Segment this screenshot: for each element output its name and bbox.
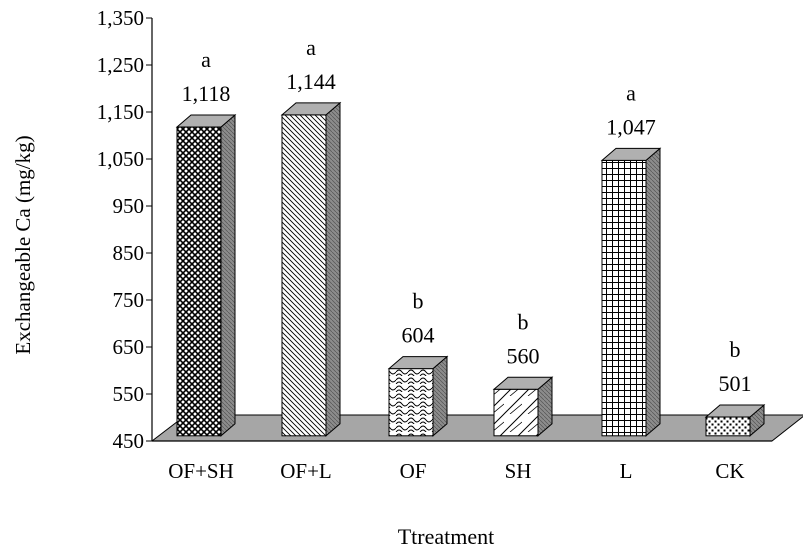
x-tick-label: CK [715,459,744,483]
significance-letter: b [518,309,529,334]
y-axis-title: Exchangeable Ca (mg/kg) [11,135,35,354]
bar-side [432,355,448,437]
significance-letter: a [201,47,211,72]
bar-top [387,356,449,370]
significance-letter: a [626,80,636,105]
bar-front [601,159,647,437]
bar-side [645,147,661,437]
y-tick-label: 1,250 [97,53,144,77]
bar-front [281,114,327,437]
y-tick-label: 1,350 [97,6,144,30]
bar-front [705,416,751,437]
bar-front [176,126,222,437]
bar-OF+L [280,101,342,437]
y-tick-label: 1,150 [97,100,144,124]
bar-CK [704,403,766,437]
chart-floor [150,414,803,442]
y-tick-label: 550 [113,382,145,406]
y-tick-label: 950 [113,194,145,218]
x-tick-label: L [620,459,633,483]
bar-side [325,101,341,437]
data-label: 501 [719,371,752,396]
data-label: 560 [507,343,540,368]
x-tick-label: OF+L [280,459,332,483]
bar-front [493,388,539,437]
significance-letter: b [413,289,424,314]
x-tick-label: OF [400,459,427,483]
y-axis: 450 550 650 750 850 950 1,050 1,150 1,250 1,350 [97,6,772,453]
significance-letter: b [730,337,741,362]
bar-L [600,147,662,437]
y-tick-label: 450 [113,429,145,453]
x-tick-label: SH [505,459,532,483]
data-label: 1,047 [606,114,656,139]
bar-top [280,102,342,116]
y-tick-label: 850 [113,241,145,265]
y-tick-label: 650 [113,335,145,359]
labels: 1,118 a OF+SH 1,144 a OF+L 604 b OF 560 b SH 1,047 a L… [168,35,751,483]
bar-OF [387,355,449,437]
floor-plane [150,414,803,442]
data-label: 604 [402,323,435,348]
bar-side [220,113,236,437]
bar-top [175,114,237,128]
y-tick-label: 750 [113,288,145,312]
bar-top [492,376,554,390]
bars [175,101,766,437]
data-label: 1,144 [286,69,336,94]
bar-top [600,147,662,161]
bar-OF+SH [175,113,237,437]
x-tick-label: OF+SH [168,459,234,483]
x-axis-title: Ttreatment [398,524,495,549]
bar-top [704,404,766,418]
bar-SH [492,376,554,437]
significance-letter: a [306,35,316,60]
bar-front [388,368,434,437]
y-tick-label: 1,050 [97,147,144,171]
data-label: 1,118 [182,81,231,106]
